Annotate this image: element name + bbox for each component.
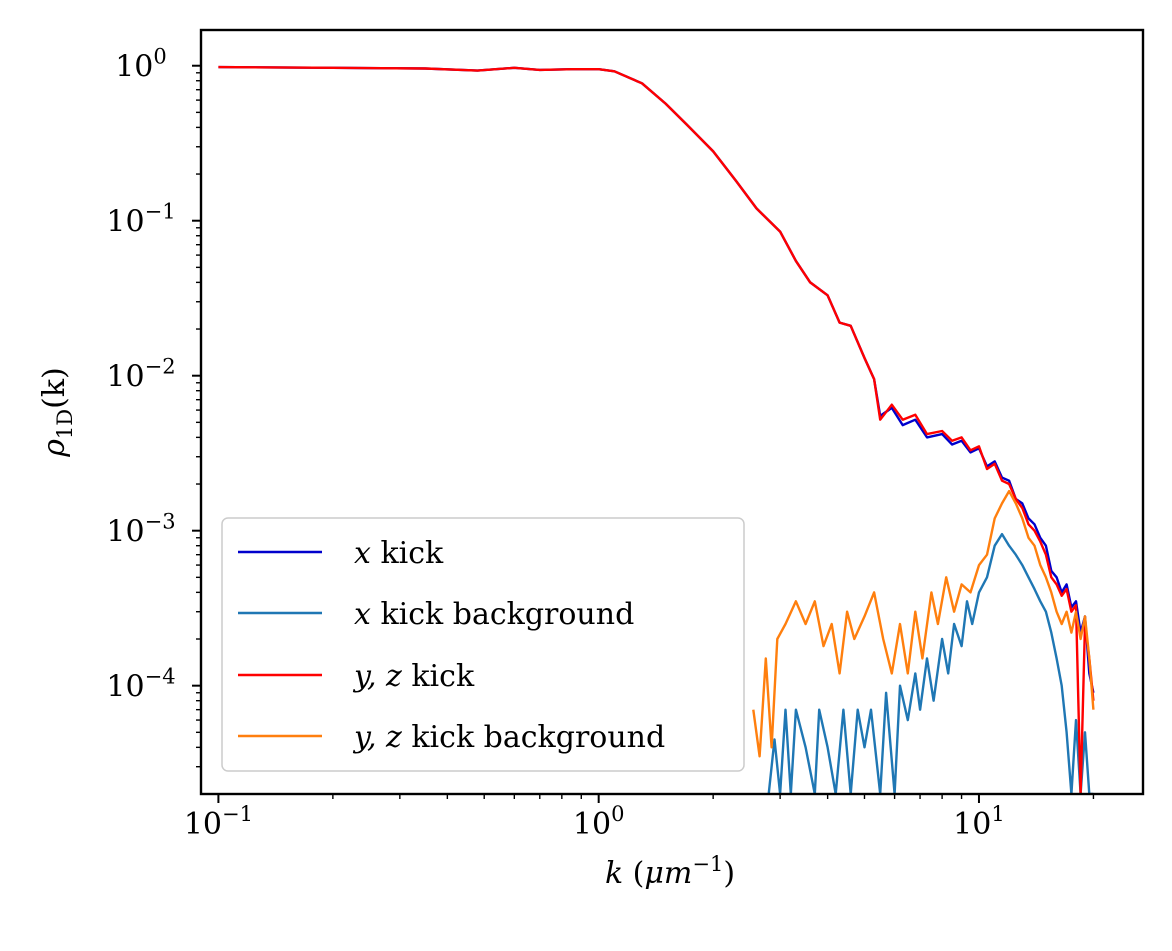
legend-label-x-kick: x kick — [354, 536, 444, 571]
plot-frame — [199, 28, 1145, 796]
y-tick-label: 100 — [115, 45, 167, 85]
series-line-y-z-kick — [218, 65, 1095, 794]
y-tick-label: 10−2 — [106, 355, 175, 395]
x-tick-label: 101 — [953, 802, 1005, 842]
legend: x kick x kick background y, z kick y, z … — [221, 517, 745, 772]
series-line-x-kick-background — [767, 532, 1094, 794]
x-axis-title: k (μm−1) — [605, 852, 735, 891]
legend-label-x-kick-background: x kick background — [354, 597, 634, 632]
ticks-layer: 10−1 100 101 100 10−1 10−2 10−3 10−4 — [106, 45, 1095, 842]
legend-label-yz-kick-background: y, z kick background — [352, 720, 665, 755]
series-layer — [218, 65, 1095, 794]
y-tick-label: 10−4 — [106, 665, 175, 705]
legend-box — [221, 517, 745, 772]
series-line-y-z-kick-background — [752, 489, 1095, 758]
y-axis-title: ρ1D(k) — [37, 367, 77, 457]
y-tick-label: 10−3 — [106, 510, 175, 550]
x-tick-label: 10−1 — [184, 802, 253, 842]
x-tick-label: 100 — [573, 802, 625, 842]
legend-label-yz-kick: y, z kick — [352, 659, 475, 694]
y-tick-label: 10−1 — [106, 200, 175, 240]
